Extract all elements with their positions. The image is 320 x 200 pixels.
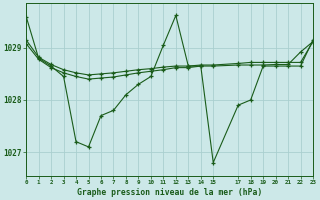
X-axis label: Graphe pression niveau de la mer (hPa): Graphe pression niveau de la mer (hPa) xyxy=(77,188,262,197)
